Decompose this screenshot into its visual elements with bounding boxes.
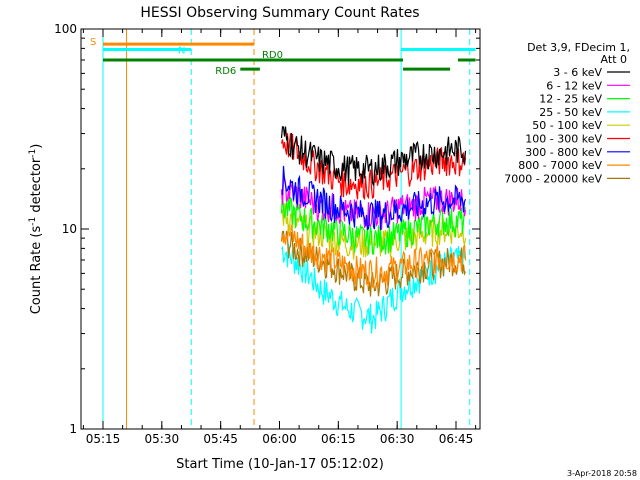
date-stamp: 3-Apr-2018 20:58 — [567, 469, 637, 478]
flag-bars: S N RD0 RD6 — [90, 37, 476, 77]
x-tick-label: 05:45 — [203, 432, 238, 446]
y-tick-label: 100 — [54, 22, 77, 36]
y-axis-label: Count Rate (s-1 detector-1) — [28, 144, 44, 315]
legend-item-label: 300 - 800 keV — [525, 146, 602, 159]
legend-item-label: 100 - 300 keV — [525, 133, 602, 146]
series-line — [281, 243, 467, 334]
legend-header-line1: Det 3,9, FDecim 1, — [527, 41, 630, 54]
x-tick-label: 06:00 — [262, 432, 297, 446]
x-tick-label: 06:30 — [380, 432, 415, 446]
series-line — [280, 224, 467, 288]
x-tick-label: 05:30 — [145, 432, 180, 446]
vertical-event-lines — [102, 29, 471, 429]
data-series — [280, 126, 467, 334]
series-line — [280, 126, 467, 186]
flag-bar-label: N — [178, 45, 185, 56]
legend-item-label: 50 - 100 keV — [532, 119, 602, 132]
x-tick-label: 06:15 — [321, 432, 356, 446]
flag-bar-label: RD0 — [262, 50, 283, 61]
y-tick-label: 1 — [69, 422, 77, 436]
legend-item-label: 25 - 50 keV — [539, 106, 602, 119]
legend-item-label: 3 - 6 keV — [553, 66, 602, 79]
x-axis-label: Start Time (10-Jan-17 05:12:02) — [176, 457, 384, 472]
legend-item-label: 800 - 7000 keV — [518, 159, 602, 172]
legend-item-label: 6 - 12 keV — [546, 79, 602, 92]
x-tick-label: 06:45 — [439, 432, 474, 446]
y-tick-label: 10 — [62, 222, 77, 236]
series-line — [280, 193, 467, 255]
x-tick-label: 05:15 — [86, 432, 121, 446]
legend-item-label: 12 - 25 keV — [539, 93, 602, 106]
flag-bar-label: S — [90, 37, 96, 48]
flag-bar-label: RD6 — [215, 66, 236, 77]
axes: 05:15 05:30 05:45 06:00 06:15 06:30 06:45 1 10 10… — [54, 22, 480, 446]
series-line — [281, 165, 467, 231]
chart-title: HESSI Observing Summary Count Rates — [140, 5, 419, 21]
legend-header-line2: Att 0 — [601, 53, 627, 66]
legend-item-label: 7000 - 20000 keV — [504, 172, 602, 185]
